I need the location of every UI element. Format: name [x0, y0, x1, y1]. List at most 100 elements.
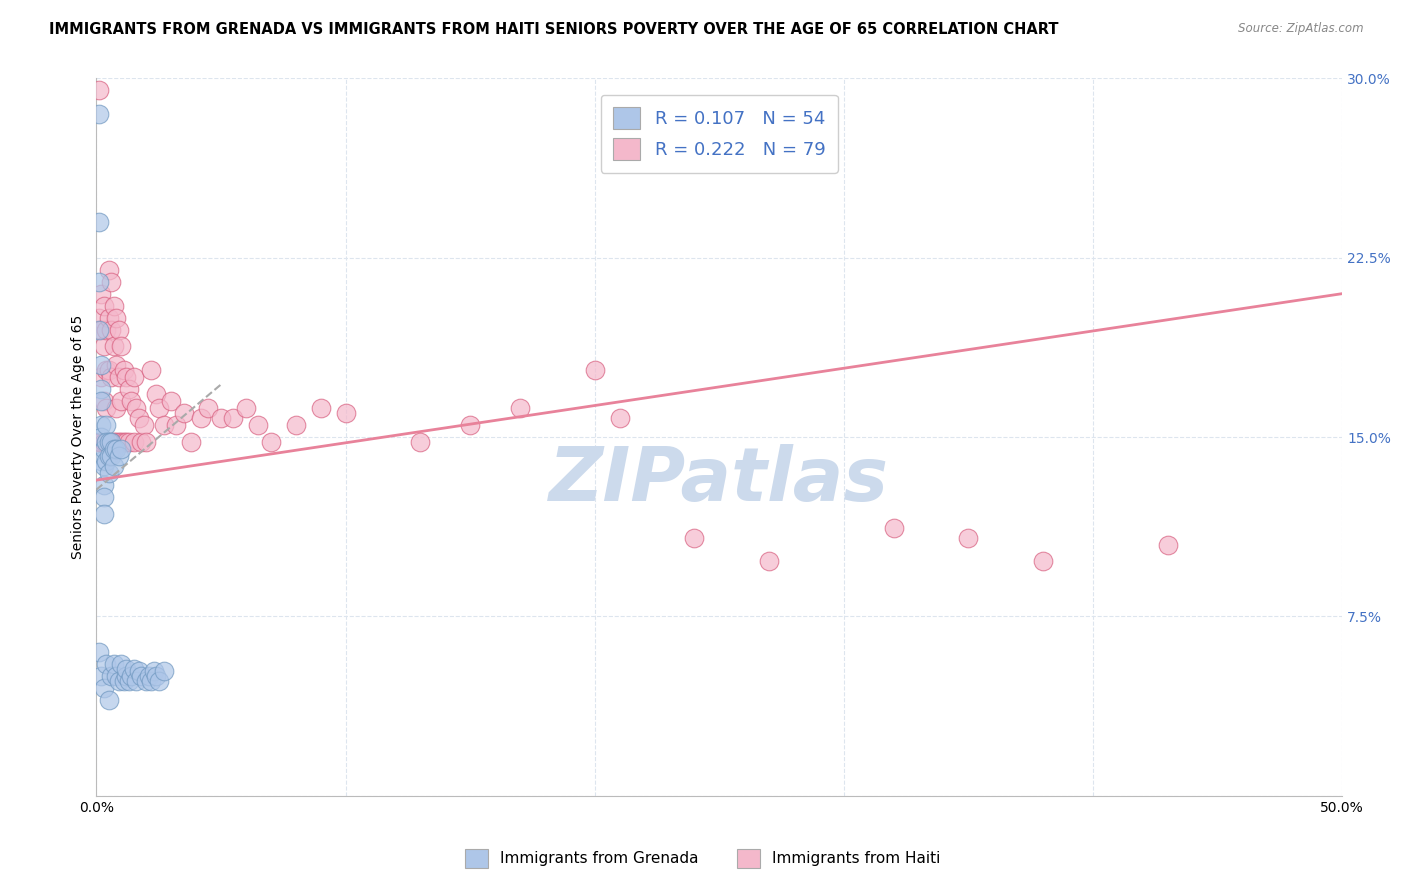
Point	[115, 434, 138, 449]
Point	[120, 669, 142, 683]
Point	[1032, 554, 1054, 568]
Point	[135, 673, 157, 688]
Point	[122, 434, 145, 449]
Text: IMMIGRANTS FROM GRENADA VS IMMIGRANTS FROM HAITI SENIORS POVERTY OVER THE AGE OF: IMMIGRANTS FROM GRENADA VS IMMIGRANTS FR…	[49, 22, 1059, 37]
Point	[105, 310, 128, 325]
Point	[107, 322, 129, 336]
Point	[110, 657, 132, 672]
Point	[235, 401, 257, 416]
Point	[142, 665, 165, 679]
Point	[93, 478, 115, 492]
Point	[87, 434, 110, 449]
Point	[883, 521, 905, 535]
Point	[118, 382, 141, 396]
Point	[122, 662, 145, 676]
Text: ZIPatlas: ZIPatlas	[550, 443, 890, 516]
Point	[97, 262, 120, 277]
Point	[509, 401, 531, 416]
Point	[409, 434, 432, 449]
Point	[145, 387, 167, 401]
Point	[247, 418, 270, 433]
Point	[122, 370, 145, 384]
Point	[683, 531, 706, 545]
Point	[90, 359, 112, 373]
Point	[145, 669, 167, 683]
Point	[110, 394, 132, 409]
Point	[105, 434, 128, 449]
Point	[97, 434, 120, 449]
Point	[100, 669, 122, 683]
Point	[284, 418, 307, 433]
Point	[118, 673, 141, 688]
Point	[90, 370, 112, 384]
Point	[105, 442, 128, 456]
Point	[96, 434, 118, 449]
Point	[148, 673, 170, 688]
Point	[260, 434, 283, 449]
Point	[128, 665, 150, 679]
Point	[96, 401, 118, 416]
Point	[96, 322, 118, 336]
Point	[112, 673, 135, 688]
Point	[173, 406, 195, 420]
Point	[103, 458, 125, 473]
Point	[110, 442, 132, 456]
Point	[97, 449, 120, 463]
Point	[107, 434, 129, 449]
Point	[118, 434, 141, 449]
Point	[90, 286, 112, 301]
Point	[197, 401, 219, 416]
Point	[132, 418, 155, 433]
Point	[100, 275, 122, 289]
Point	[609, 411, 631, 425]
Point	[180, 434, 202, 449]
Point	[190, 411, 212, 425]
Point	[152, 665, 174, 679]
Point	[222, 411, 245, 425]
Point	[129, 669, 152, 683]
Point	[97, 434, 120, 449]
Point	[90, 430, 112, 444]
Point	[165, 418, 187, 433]
Point	[100, 434, 122, 449]
Point	[120, 394, 142, 409]
Point	[138, 669, 160, 683]
Point	[107, 449, 129, 463]
Point	[135, 434, 157, 449]
Point	[103, 434, 125, 449]
Point	[209, 411, 232, 425]
Point	[148, 401, 170, 416]
Point	[90, 394, 112, 409]
Point	[93, 507, 115, 521]
Legend: R = 0.107   N = 54, R = 0.222   N = 79: R = 0.107 N = 54, R = 0.222 N = 79	[600, 95, 838, 173]
Point	[103, 442, 125, 456]
Point	[112, 363, 135, 377]
Point	[87, 322, 110, 336]
Point	[97, 310, 120, 325]
Point	[1157, 538, 1180, 552]
Point	[100, 434, 122, 449]
Point	[115, 669, 138, 683]
Point	[90, 382, 112, 396]
Point	[90, 434, 112, 449]
Point	[957, 531, 980, 545]
Point	[93, 394, 115, 409]
Point	[107, 673, 129, 688]
Point	[309, 401, 332, 416]
Point	[87, 310, 110, 325]
Point	[87, 83, 110, 97]
Point	[160, 394, 183, 409]
Point	[103, 657, 125, 672]
Point	[90, 669, 112, 683]
Point	[87, 215, 110, 229]
Point	[100, 370, 122, 384]
Point	[96, 363, 118, 377]
Point	[105, 401, 128, 416]
Point	[97, 693, 120, 707]
Point	[90, 418, 112, 433]
Point	[90, 454, 112, 468]
Point	[105, 359, 128, 373]
Point	[107, 370, 129, 384]
Point	[128, 411, 150, 425]
Point	[115, 370, 138, 384]
